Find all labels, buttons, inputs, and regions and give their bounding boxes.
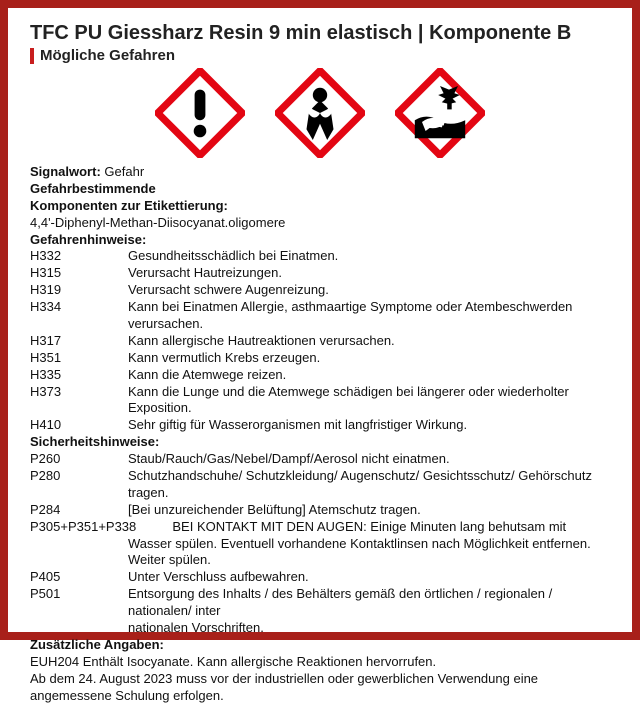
- signal-value: Gefahr: [104, 164, 144, 179]
- statement-row: P305+P351+P338 BEI KONTAKT MIT DEN AUGEN…: [30, 519, 610, 536]
- det-label-2: Komponenten zur Etikettierung:: [30, 198, 610, 215]
- statement-text-cont: Wasser spülen. Eventuell vorhandene Kont…: [128, 536, 610, 570]
- statement-code: H319: [30, 282, 128, 299]
- statement-row: H351Kann vermutlich Krebs erzeugen.: [30, 350, 610, 367]
- statement-text: Kann vermutlich Krebs erzeugen.: [128, 350, 610, 367]
- statement-text: Kann bei Einatmen Allergie, asthmaartige…: [128, 299, 610, 333]
- statement-code: H335: [30, 367, 128, 384]
- statement-code: H315: [30, 265, 128, 282]
- statement-row: P284[Bei unzureichender Belüftung] Atems…: [30, 502, 610, 519]
- hazards-list: H332Gesundheitsschädlich bei Einatmen.H3…: [30, 248, 610, 434]
- additional-line-2: Ab dem 24. August 2023 muss vor der indu…: [30, 671, 610, 705]
- subtitle-text: Mögliche Gefahren: [40, 47, 175, 64]
- statement-row: P405Unter Verschluss aufbewahren.: [30, 569, 610, 586]
- statement-row: H335Kann die Atemwege reizen.: [30, 367, 610, 384]
- additional-heading: Zusätzliche Angaben:: [30, 637, 610, 654]
- environment-icon: [395, 68, 485, 158]
- statement-text: Kann allergische Hautreaktionen verursac…: [128, 333, 610, 350]
- statement-row: H319Verursacht schwere Augenreizung.: [30, 282, 610, 299]
- statement-code: P501: [30, 586, 128, 620]
- statement-code: P405: [30, 569, 128, 586]
- statement-row: H410Sehr giftig für Wasserorganismen mit…: [30, 417, 610, 434]
- statement-text: Verursacht schwere Augenreizung.: [128, 282, 610, 299]
- statement-code: H332: [30, 248, 128, 265]
- statement-row: H334Kann bei Einatmen Allergie, asthmaar…: [30, 299, 610, 333]
- statement-text: Kann die Lunge und die Atemwege schädige…: [128, 384, 610, 418]
- statement-text: Entsorgung des Inhalts / des Behälters g…: [128, 586, 610, 620]
- statement-code: P260: [30, 451, 128, 468]
- statement-row: P501Entsorgung des Inhalts / des Behälte…: [30, 586, 610, 620]
- statement-code: H351: [30, 350, 128, 367]
- statement-code: P284: [30, 502, 128, 519]
- statement-row: H373Kann die Lunge und die Atemwege schä…: [30, 384, 610, 418]
- health-hazard-icon: [275, 68, 365, 158]
- precautions-list: P260Staub/Rauch/Gas/Nebel/Dampf/Aerosol …: [30, 451, 610, 637]
- additional-line-1: EUH204 Enthält Isocyanate. Kann allergis…: [30, 654, 610, 671]
- det-label-1: Gefahrbestimmende: [30, 181, 610, 198]
- statement-code: H317: [30, 333, 128, 350]
- statement-text: Staub/Rauch/Gas/Nebel/Dampf/Aerosol nich…: [128, 451, 610, 468]
- statement-text: [Bei unzureichender Belüftung] Atemschut…: [128, 502, 610, 519]
- statement-code: H410: [30, 417, 128, 434]
- statement-text: Sehr giftig für Wasserorganismen mit lan…: [128, 417, 610, 434]
- signal-label: Signalwort:: [30, 164, 101, 179]
- statement-row: H315Verursacht Hautreizungen.: [30, 265, 610, 282]
- det-value: 4,4'-Diphenyl-Methan-Diisocyanat.oligome…: [30, 215, 610, 232]
- statement-text: Schutzhandschuhe/ Schutzkleidung/ Augens…: [128, 468, 610, 502]
- statement-row: H317Kann allergische Hautreaktionen veru…: [30, 333, 610, 350]
- accent-bar: [30, 48, 34, 64]
- statement-code: H334: [30, 299, 128, 333]
- precautions-heading: Sicherheitshinweise:: [30, 434, 610, 451]
- statement-text: Verursacht Hautreizungen.: [128, 265, 610, 282]
- subtitle-row: Mögliche Gefahren: [30, 47, 610, 64]
- statement-text: Gesundheitsschädlich bei Einatmen.: [128, 248, 610, 265]
- statement-code: P280: [30, 468, 128, 502]
- exclamation-icon: [155, 68, 245, 158]
- statement-text-cont: nationalen Vorschriften.: [128, 620, 610, 637]
- statement-code: H373: [30, 384, 128, 418]
- product-title: TFC PU Giessharz Resin 9 min elastisch |…: [30, 22, 610, 45]
- statement-row: P280Schutzhandschuhe/ Schutzkleidung/ Au…: [30, 468, 610, 502]
- statement-text: Kann die Atemwege reizen.: [128, 367, 610, 384]
- hazards-heading: Gefahrenhinweise:: [30, 232, 610, 249]
- statement-row: P260Staub/Rauch/Gas/Nebel/Dampf/Aerosol …: [30, 451, 610, 468]
- pictogram-row: [30, 68, 610, 158]
- statement-text: Unter Verschluss aufbewahren.: [128, 569, 610, 586]
- statement-row: H332Gesundheitsschädlich bei Einatmen.: [30, 248, 610, 265]
- label-sheet: TFC PU Giessharz Resin 9 min elastisch |…: [0, 0, 640, 640]
- content-block: Signalwort: Gefahr Gefahrbestimmende Kom…: [30, 164, 610, 705]
